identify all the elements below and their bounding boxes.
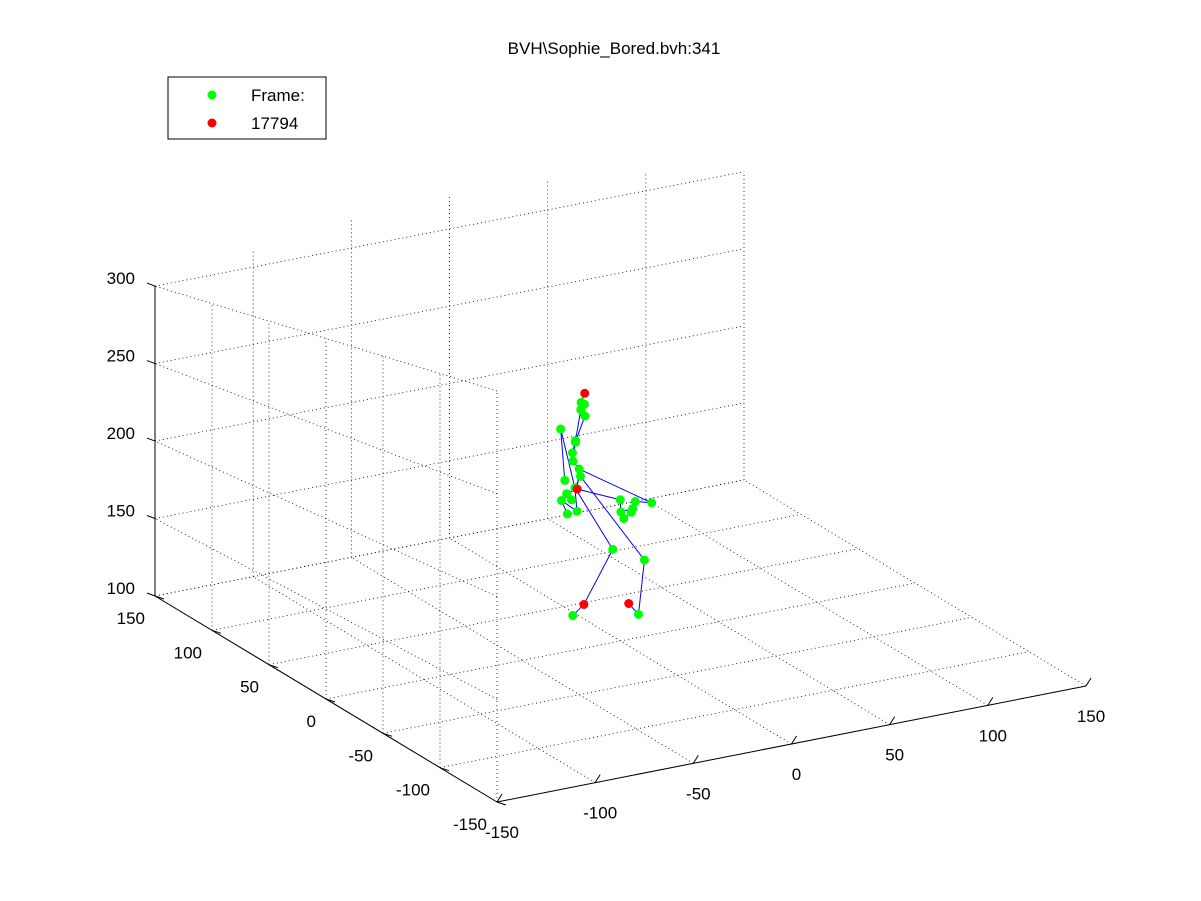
y-axis-tick — [439, 767, 450, 772]
joint-point — [576, 397, 586, 407]
axes — [146, 282, 1092, 806]
x-tick-label: 0 — [792, 765, 801, 784]
z-tick-label: 200 — [107, 424, 135, 443]
joint-point — [639, 555, 649, 565]
x-axis-tick — [594, 774, 601, 783]
wall-grid-line — [154, 402, 745, 519]
x-tick-label: 50 — [885, 746, 904, 765]
chart-title: BVH\Sophie_Bored.bvh:341 — [508, 39, 721, 58]
end-joint-point — [624, 599, 634, 609]
wall-grid-line — [154, 518, 498, 700]
wall-grid-line — [154, 363, 498, 495]
z-tick-label: 100 — [107, 579, 135, 598]
x-tick-label: -50 — [686, 784, 711, 803]
x-axis-tick — [1085, 677, 1092, 687]
y-tick-label: 50 — [240, 678, 259, 697]
x-tick-label: 100 — [979, 726, 1007, 745]
bone-line — [574, 487, 614, 550]
joint-point — [567, 448, 577, 458]
end-joint-point — [572, 484, 582, 494]
joint-point — [575, 471, 585, 481]
floor-grid-line — [325, 582, 916, 700]
grid-lines — [154, 171, 1087, 803]
y-tick-label: -150 — [453, 815, 487, 834]
y-axis-tick — [211, 629, 222, 634]
bone-line — [583, 549, 614, 605]
y-axis-tick — [325, 698, 336, 703]
y-tick-label: -100 — [396, 781, 430, 800]
tick-labels: -150 -100 -50 0 50 100 150 -150 -100 -50 0 50 100 150… — [107, 269, 1106, 842]
joint-point — [562, 489, 572, 499]
joint-point — [633, 609, 643, 619]
bone-line — [578, 468, 652, 504]
wall-grid-line — [154, 325, 745, 442]
y-axis-tick — [496, 801, 507, 806]
floor-grid-line — [268, 548, 859, 666]
joint-point — [574, 464, 584, 474]
bone-line — [577, 488, 621, 501]
y-tick-label: 0 — [307, 712, 316, 731]
legend: Frame: 17794 — [167, 76, 327, 140]
z-axis-tick — [146, 437, 156, 442]
x-tick-label: -100 — [583, 804, 617, 823]
z-tick-label: 300 — [107, 269, 135, 288]
legend-label-number: 17794 — [251, 114, 298, 133]
bone-line — [575, 409, 582, 441]
z-axis-tick — [146, 592, 156, 597]
joint-point — [560, 475, 570, 485]
joint-point — [556, 495, 566, 505]
joint-point — [615, 495, 625, 505]
joint-point — [567, 495, 577, 505]
x-axis-tick — [496, 793, 503, 803]
wall-grid-line — [154, 248, 745, 364]
bone-line — [560, 429, 566, 481]
legend-box — [167, 76, 327, 140]
legend-label-frame: Frame: — [251, 86, 305, 105]
z-tick-label: 150 — [107, 502, 135, 521]
x-axis-tick — [692, 755, 699, 764]
floor-grid-line — [439, 651, 1030, 769]
joint-point — [568, 611, 578, 621]
bone-line — [580, 476, 645, 561]
joint-point — [556, 424, 566, 434]
bone-line — [637, 560, 645, 615]
y-axis-tick — [382, 732, 393, 737]
x-tick-label: 150 — [1077, 707, 1105, 726]
x-axis-tick — [889, 716, 896, 725]
joint-point — [608, 544, 618, 554]
end-joint-point — [580, 388, 590, 398]
joint-point — [572, 506, 582, 516]
x-axis-tick — [791, 735, 797, 745]
legend-marker-number — [207, 118, 217, 128]
y-tick-label: -50 — [348, 746, 373, 765]
legend-marker-frame — [207, 90, 217, 100]
joint-point — [626, 507, 636, 517]
z-axis-tick — [146, 360, 156, 365]
z-tick-label: 250 — [107, 347, 135, 366]
z-axis-tick — [146, 515, 156, 519]
skeleton-joints — [556, 388, 657, 621]
end-joint-point — [579, 599, 589, 609]
floor-grid-line — [211, 513, 802, 631]
joint-point — [619, 513, 629, 523]
x-tick-label: -150 — [485, 823, 519, 842]
joint-point — [568, 456, 578, 466]
y-tick-label: 100 — [174, 643, 202, 662]
floor-grid-line — [382, 616, 973, 734]
y-axis-tick — [154, 595, 165, 600]
joint-point — [571, 436, 581, 446]
x-axis-tick — [987, 697, 994, 706]
bone-line — [560, 428, 576, 488]
joint-point — [630, 497, 640, 507]
joint-point — [562, 509, 572, 519]
wall-grid-line — [154, 479, 745, 597]
z-axis-tick — [146, 282, 156, 287]
y-tick-label: 150 — [117, 609, 145, 628]
joint-point — [647, 498, 657, 508]
y-axis-tick — [268, 664, 279, 669]
